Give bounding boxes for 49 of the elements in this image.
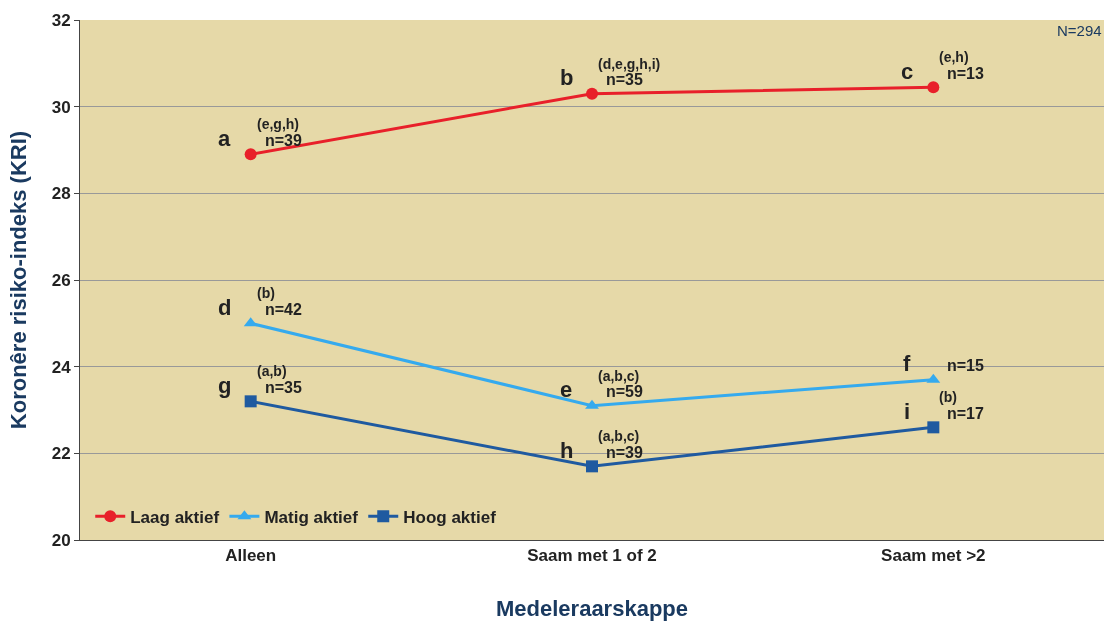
y-tick-label: 22	[51, 444, 71, 464]
y-tick-label: 28	[51, 184, 71, 204]
annotation: n=42	[265, 301, 303, 318]
annotation: (a,b)	[257, 363, 287, 379]
y-tick-label: 26	[51, 270, 71, 290]
annotation: (a,b,c)	[598, 368, 640, 384]
point	[927, 421, 940, 434]
point	[586, 460, 598, 473]
x-tick-label: Saam met >2	[881, 546, 986, 566]
annotation: (e,g,h)	[257, 116, 299, 132]
point	[244, 395, 257, 408]
annotation: (a,b,c)	[598, 428, 640, 444]
annotation: f	[903, 351, 911, 376]
y-tick-label: 20	[51, 530, 71, 550]
x-tick-label: Saam met 1 of 2	[527, 546, 657, 566]
annotation: n=39	[606, 444, 644, 461]
point	[244, 148, 257, 161]
annotation: b	[560, 65, 574, 90]
legend-label: Matig aktief	[264, 507, 359, 527]
annotation: (d,e,g,h,i)	[598, 56, 661, 72]
annotation: n=35	[606, 71, 644, 88]
annotation: e	[560, 377, 573, 402]
annotation: c	[901, 59, 914, 84]
annotation: (e,h)	[939, 49, 969, 65]
annotation: d	[218, 295, 232, 320]
annotation: N=294	[1057, 22, 1102, 39]
annotation: n=17	[947, 405, 985, 422]
legend-label: Hoog aktief	[403, 507, 497, 527]
annotation: h	[560, 438, 574, 463]
annotation: n=35	[265, 379, 303, 396]
annotation: a	[218, 126, 231, 151]
y-axis-title: Koronêre risiko-indeks (KRI)	[6, 130, 31, 430]
y-tick-label: 30	[51, 97, 71, 117]
annotation: n=39	[265, 132, 303, 149]
y-tick-label: 24	[51, 357, 72, 377]
annotation: g	[218, 373, 232, 398]
point	[586, 87, 598, 100]
point	[585, 399, 599, 409]
annotation: (b)	[939, 389, 957, 405]
annotation: n=15	[947, 357, 985, 374]
legend-label: Laag aktief	[130, 507, 220, 527]
annotation: (b)	[257, 285, 275, 301]
point	[927, 81, 940, 94]
annotation: n=59	[606, 383, 644, 400]
y-tick-label: 32	[51, 10, 71, 30]
x-tick-label: Alleen	[225, 546, 277, 566]
annotation: n=13	[947, 65, 985, 82]
annotation: i	[904, 399, 911, 424]
x-axis-title: Medeleraarskappe	[496, 596, 688, 621]
